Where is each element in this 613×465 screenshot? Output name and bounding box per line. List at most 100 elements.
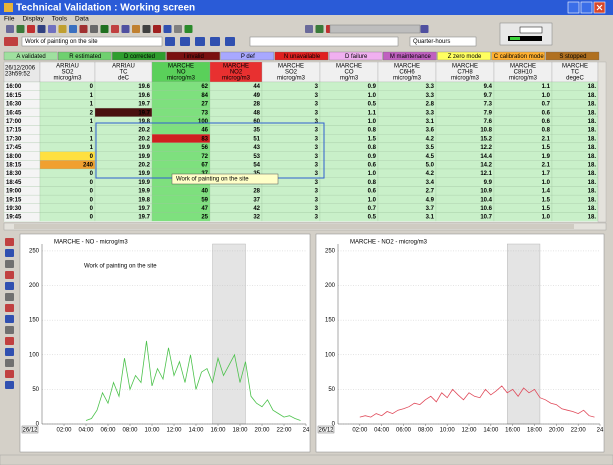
toolbar-button[interactable] — [180, 37, 190, 46]
y-tick-label: 50 — [32, 387, 39, 393]
side-tool-button[interactable] — [5, 359, 14, 367]
table-cell[interactable] — [39, 134, 96, 144]
table-cell[interactable] — [39, 203, 96, 213]
toolbar-button[interactable] — [174, 25, 182, 33]
table-cell[interactable] — [39, 177, 96, 187]
toolbar-button[interactable] — [153, 25, 161, 33]
comment-dropdown[interactable] — [21, 36, 163, 47]
column-site: MARCHE — [562, 64, 588, 70]
table-cell[interactable] — [261, 160, 321, 170]
side-tool-button[interactable] — [5, 282, 14, 290]
toolbar-button[interactable] — [305, 25, 313, 33]
toolbar-button[interactable] — [165, 37, 175, 46]
status-key[interactable] — [112, 51, 166, 61]
status-key[interactable] — [491, 51, 545, 61]
table-cell[interactable] — [39, 116, 96, 126]
toolbar-button[interactable] — [315, 25, 324, 33]
cell-text: 1.7 — [542, 171, 551, 177]
toolbar-button[interactable] — [79, 25, 88, 33]
toolbar-button[interactable] — [37, 25, 46, 33]
side-tool-button[interactable] — [5, 260, 14, 268]
toolbar-button[interactable] — [48, 25, 56, 33]
status-key[interactable] — [58, 51, 112, 61]
menu-item[interactable]: Data — [75, 16, 89, 23]
table-cell[interactable] — [261, 134, 321, 144]
side-tool-button[interactable] — [5, 271, 14, 279]
input-field[interactable] — [249, 36, 399, 47]
table-cell[interactable] — [261, 125, 321, 135]
table-cell[interactable] — [261, 99, 321, 109]
toolbar-button[interactable] — [111, 25, 119, 33]
side-tool-button[interactable] — [5, 304, 14, 312]
side-tool-button[interactable] — [5, 238, 14, 246]
minimize-button[interactable] — [567, 1, 580, 14]
status-key[interactable] — [328, 51, 383, 61]
scroll-thumb[interactable] — [14, 224, 574, 229]
table-cell[interactable] — [261, 107, 321, 117]
status-key[interactable] — [437, 51, 491, 61]
status-key[interactable] — [274, 51, 329, 61]
table-cell[interactable] — [39, 186, 96, 196]
toolbar-button[interactable] — [90, 25, 98, 33]
side-tool-button[interactable] — [5, 249, 14, 257]
menu-item[interactable]: Display — [22, 16, 44, 23]
toolbar-button[interactable] — [132, 25, 140, 33]
toolbar-button[interactable] — [121, 25, 130, 33]
vertical-scrollbar[interactable] — [597, 61, 607, 223]
status-key[interactable] — [220, 51, 275, 61]
table-cell[interactable] — [261, 212, 321, 222]
table-cell[interactable] — [261, 203, 321, 213]
status-key[interactable] — [383, 51, 437, 61]
table-cell[interactable] — [39, 125, 96, 135]
toolbar-button[interactable] — [100, 25, 109, 33]
side-tool-button[interactable] — [5, 293, 14, 301]
toolbar-button[interactable] — [163, 25, 172, 33]
table-cell[interactable] — [39, 99, 96, 109]
table-cell[interactable] — [261, 90, 321, 100]
side-tool-button[interactable] — [5, 381, 14, 389]
table-cell[interactable] — [39, 107, 96, 117]
side-tool-button[interactable] — [5, 315, 14, 323]
side-tool-button[interactable] — [5, 370, 14, 378]
toolbar-button[interactable] — [142, 25, 151, 33]
x-tick-label: 06:00 — [396, 428, 412, 434]
table-date: 26/12/2006 — [5, 66, 36, 72]
side-tool-button[interactable] — [5, 337, 14, 345]
side-tool-button[interactable] — [5, 326, 14, 334]
status-key[interactable] — [545, 51, 600, 61]
table-cell[interactable] — [39, 151, 96, 161]
cell-text: 19.8 — [138, 197, 150, 203]
toolbar-button[interactable] — [58, 25, 67, 33]
table-cell[interactable] — [39, 81, 96, 91]
maximize-button[interactable] — [580, 1, 593, 14]
toolbar-button[interactable] — [184, 25, 193, 33]
cell-text: 25 — [201, 215, 208, 221]
toolbar-button[interactable] — [195, 37, 205, 46]
toolbar-button[interactable] — [210, 37, 220, 46]
table-cell[interactable] — [261, 151, 321, 161]
toolbar-button[interactable] — [420, 25, 429, 33]
table-cell[interactable] — [261, 81, 321, 91]
toolbar-button[interactable] — [16, 25, 25, 33]
column-site: MARCHE — [278, 64, 304, 70]
table-cell[interactable] — [261, 116, 321, 126]
table-cell[interactable] — [261, 194, 321, 204]
menu-item[interactable]: File — [4, 16, 15, 23]
table-cell[interactable] — [39, 90, 96, 100]
table-cell[interactable] — [39, 168, 96, 178]
table-cell[interactable] — [261, 186, 321, 196]
table-cell[interactable] — [261, 142, 321, 152]
status-key[interactable] — [3, 51, 58, 61]
step-dropdown[interactable] — [409, 36, 477, 47]
toolbar-button[interactable] — [4, 37, 18, 46]
status-key[interactable] — [166, 51, 220, 61]
toolbar-button[interactable] — [225, 37, 235, 46]
table-cell[interactable] — [39, 212, 96, 222]
toolbar-button[interactable] — [69, 25, 77, 33]
table-cell[interactable] — [39, 142, 96, 152]
menu-item[interactable]: Tools — [52, 16, 68, 23]
toolbar-button[interactable] — [27, 25, 35, 33]
table-cell[interactable] — [39, 194, 96, 204]
side-tool-button[interactable] — [5, 348, 14, 356]
toolbar-button[interactable] — [6, 25, 14, 33]
